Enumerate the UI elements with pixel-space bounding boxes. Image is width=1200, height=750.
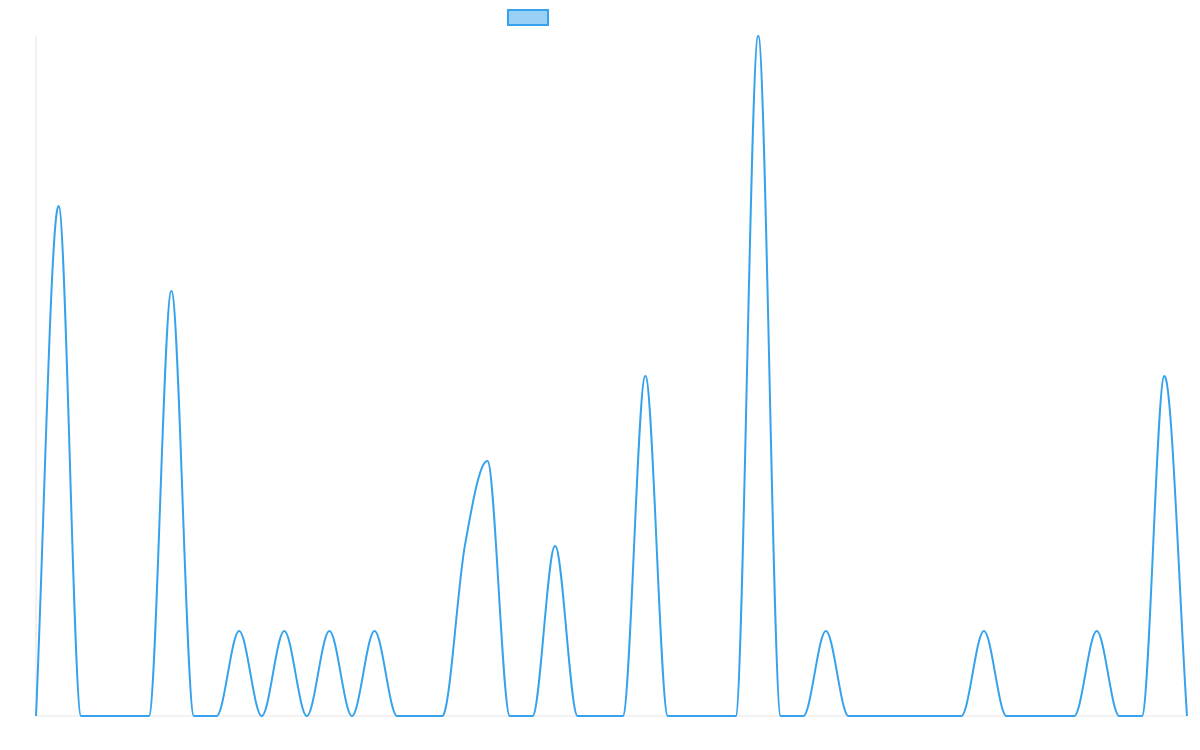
legend-swatch xyxy=(507,9,549,26)
line-series xyxy=(35,34,1188,718)
legend xyxy=(507,9,549,26)
